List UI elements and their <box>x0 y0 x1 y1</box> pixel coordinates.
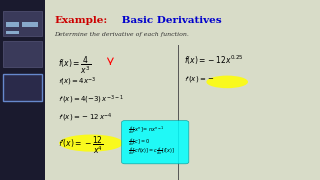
Text: $\mathcal{f}'(x) = -$: $\mathcal{f}'(x) = -$ <box>184 75 215 86</box>
Text: $\mathcal{f}'(x) = -\dfrac{12}{x^4}$: $\mathcal{f}'(x) = -\dfrac{12}{x^4}$ <box>58 134 103 156</box>
Text: $f(x) = \dfrac{4}{x^3}$: $f(x) = \dfrac{4}{x^3}$ <box>58 54 91 76</box>
FancyBboxPatch shape <box>3 41 42 67</box>
Text: $f(x) = -12x^{0.25}$: $f(x) = -12x^{0.25}$ <box>184 54 244 67</box>
FancyBboxPatch shape <box>3 74 42 101</box>
Text: $\frac{d}{dx}[c] = 0$: $\frac{d}{dx}[c] = 0$ <box>128 137 150 148</box>
FancyBboxPatch shape <box>122 121 189 164</box>
FancyBboxPatch shape <box>0 0 45 180</box>
FancyBboxPatch shape <box>3 11 42 36</box>
FancyBboxPatch shape <box>45 0 320 180</box>
Text: Example:: Example: <box>54 16 108 25</box>
Text: $\mathcal{f}'(x) = -12\,x^{-4}$: $\mathcal{f}'(x) = -12\,x^{-4}$ <box>58 112 112 124</box>
FancyBboxPatch shape <box>6 22 19 27</box>
Text: $\frac{d}{dx}[cf(x)] = c\frac{d}{dx}[f(x)]$: $\frac{d}{dx}[cf(x)] = c\frac{d}{dx}[f(x… <box>128 146 175 157</box>
Text: $\frac{d}{dx}[x^n] = nx^{n-1}$: $\frac{d}{dx}[x^n] = nx^{n-1}$ <box>128 124 164 136</box>
FancyBboxPatch shape <box>22 22 38 27</box>
Text: Determine the derivative of each function.: Determine the derivative of each functio… <box>54 32 189 37</box>
Text: $\mathcal{f}(x) = 4x^{-3}$: $\mathcal{f}(x) = 4x^{-3}$ <box>58 76 96 88</box>
Text: Basic Derivatives: Basic Derivatives <box>118 16 222 25</box>
Text: $\mathcal{f}'(x) = 4(-3)\,x^{-3-1}$: $\mathcal{f}'(x) = 4(-3)\,x^{-3-1}$ <box>58 94 124 106</box>
FancyBboxPatch shape <box>6 31 19 34</box>
Ellipse shape <box>59 135 123 152</box>
Ellipse shape <box>206 76 248 88</box>
